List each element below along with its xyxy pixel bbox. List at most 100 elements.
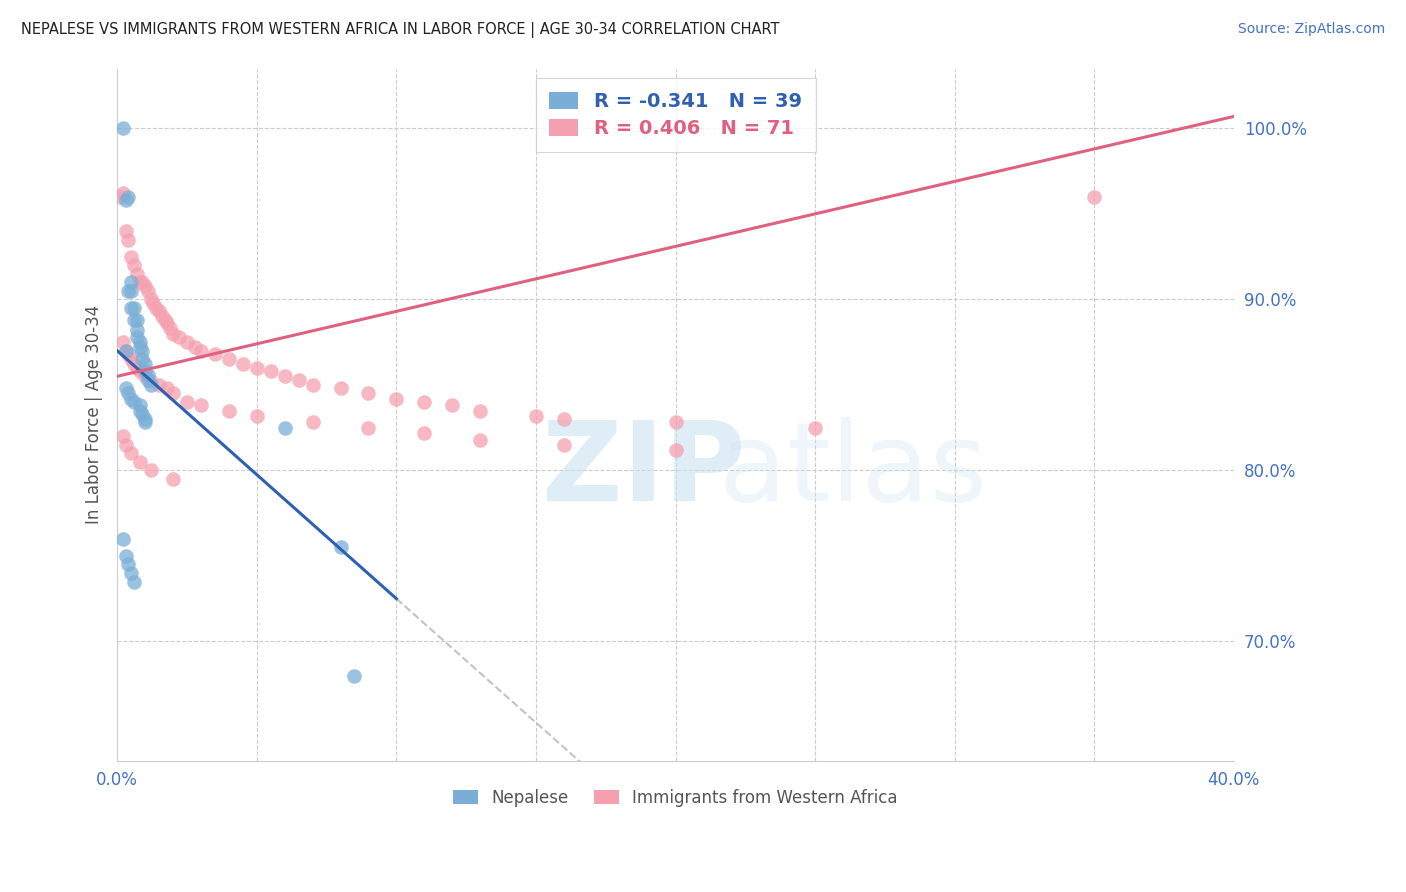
Point	[190, 398, 212, 412]
Point	[329, 541, 352, 555]
Point	[246, 409, 269, 423]
Point	[122, 313, 145, 327]
Point	[301, 377, 323, 392]
Point	[218, 403, 240, 417]
Point	[122, 357, 145, 371]
Point	[122, 301, 145, 315]
Point	[176, 395, 198, 409]
Point	[343, 668, 366, 682]
Point	[136, 284, 159, 298]
Point	[664, 416, 686, 430]
Point	[184, 340, 207, 354]
Point	[125, 323, 148, 337]
Point	[120, 250, 142, 264]
Point	[114, 343, 136, 358]
Point	[162, 472, 184, 486]
Point	[134, 369, 156, 384]
Point	[204, 347, 226, 361]
Point	[120, 301, 142, 315]
Point	[122, 574, 145, 589]
Point	[139, 463, 162, 477]
Point	[122, 395, 145, 409]
Point	[139, 377, 162, 392]
Point	[190, 343, 212, 358]
Point	[524, 409, 547, 423]
Point	[156, 316, 179, 330]
Point	[125, 313, 148, 327]
Point	[385, 392, 408, 406]
Point	[804, 420, 827, 434]
Text: atlas: atlas	[541, 417, 987, 524]
Point	[329, 381, 352, 395]
Point	[131, 352, 153, 367]
Point	[117, 284, 139, 298]
Point	[117, 347, 139, 361]
Point	[136, 368, 159, 382]
Point	[120, 392, 142, 406]
Point	[468, 433, 491, 447]
Point	[145, 301, 167, 315]
Point	[232, 357, 254, 371]
Point	[120, 566, 142, 580]
Point	[131, 275, 153, 289]
Text: ZIP: ZIP	[541, 417, 745, 524]
Point	[111, 121, 134, 136]
Point	[128, 455, 150, 469]
Point	[125, 360, 148, 375]
Point	[142, 295, 165, 310]
Point	[134, 357, 156, 371]
Point	[128, 340, 150, 354]
Point	[148, 304, 170, 318]
Point	[125, 267, 148, 281]
Point	[122, 258, 145, 272]
Point	[117, 558, 139, 572]
Point	[218, 352, 240, 367]
Legend: Nepalese, Immigrants from Western Africa: Nepalese, Immigrants from Western Africa	[446, 780, 905, 815]
Y-axis label: In Labor Force | Age 30-34: In Labor Force | Age 30-34	[86, 305, 103, 524]
Point	[553, 438, 575, 452]
Point	[357, 420, 380, 434]
Point	[114, 381, 136, 395]
Point	[111, 429, 134, 443]
Point	[413, 425, 436, 440]
Point	[139, 375, 162, 389]
Point	[246, 360, 269, 375]
Point	[159, 321, 181, 335]
Point	[664, 442, 686, 457]
Point	[413, 395, 436, 409]
Point	[162, 386, 184, 401]
Point	[134, 416, 156, 430]
Point	[120, 284, 142, 298]
Point	[357, 386, 380, 401]
Point	[128, 403, 150, 417]
Point	[134, 412, 156, 426]
Point	[111, 186, 134, 201]
Point	[153, 313, 176, 327]
Point	[111, 335, 134, 350]
Point	[131, 407, 153, 421]
Point	[301, 416, 323, 430]
Point	[1083, 190, 1105, 204]
Point	[162, 326, 184, 341]
Point	[139, 293, 162, 307]
Point	[114, 549, 136, 563]
Text: NEPALESE VS IMMIGRANTS FROM WESTERN AFRICA IN LABOR FORCE | AGE 30-34 CORRELATIO: NEPALESE VS IMMIGRANTS FROM WESTERN AFRI…	[21, 22, 779, 38]
Point	[120, 352, 142, 367]
Point	[131, 343, 153, 358]
Point	[117, 233, 139, 247]
Point	[156, 381, 179, 395]
Point	[114, 193, 136, 207]
Point	[553, 412, 575, 426]
Point	[128, 275, 150, 289]
Point	[114, 438, 136, 452]
Point	[260, 364, 283, 378]
Point	[117, 386, 139, 401]
Point	[136, 373, 159, 387]
Point	[125, 330, 148, 344]
Point	[120, 446, 142, 460]
Point	[111, 532, 134, 546]
Point	[150, 310, 173, 324]
Point	[273, 420, 295, 434]
Point	[468, 403, 491, 417]
Point	[114, 224, 136, 238]
